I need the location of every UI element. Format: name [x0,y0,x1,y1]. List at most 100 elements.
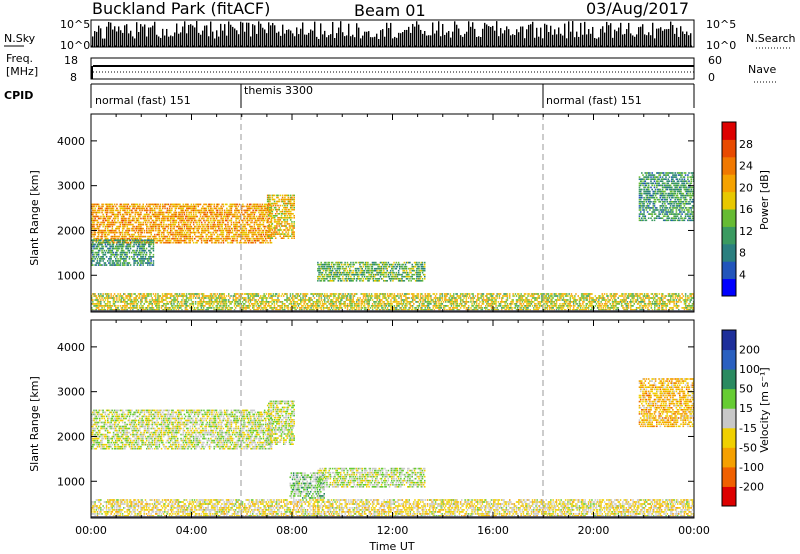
echo-cell [269,194,271,197]
echo-cell [141,309,143,311]
echo-cell [167,209,170,212]
echo-cell [255,295,257,297]
sky-bar [290,30,292,47]
echo-cell [101,258,103,260]
sky-bar [396,37,398,47]
echo-cell [283,213,285,215]
echo-cell [113,203,116,206]
echo-cell [139,207,141,210]
echo-cell [395,273,398,276]
echo-cell [244,215,246,218]
echo-cell [227,211,229,214]
echo-cell [116,243,118,246]
echo-cell [202,207,204,210]
echo-cell [150,295,152,297]
echo-cell [193,295,196,297]
echo-cell [268,237,270,239]
echo-cell [327,280,329,282]
echo-cell [280,305,283,307]
echo-cell [291,196,293,199]
echo-cell [378,263,380,266]
echo-cell [378,278,380,280]
echo-cell [137,253,140,256]
echo-cell [192,215,195,218]
echo-cell [129,247,132,250]
echo-cell [421,271,424,274]
echo-cell [186,209,188,212]
sky-bar [468,21,470,47]
echo-cell [136,217,139,220]
echo-cell [121,207,124,210]
echo-cell [113,297,116,299]
echo-cell [277,233,279,235]
echo-cell [176,231,179,234]
echo-cell [301,299,303,301]
sky-bar [300,28,302,47]
echo-cell [207,229,210,232]
echo-cell [92,241,94,244]
echo-cell [296,303,299,305]
echo-cell [345,275,348,278]
echo-cell [186,205,188,208]
echo-cell [143,245,145,248]
echo-cell [252,241,254,244]
echo-cell [260,217,262,220]
echo-cell [309,297,311,299]
echo-cell [149,205,151,208]
sky-bar [546,24,548,47]
echo-cell [205,309,207,311]
echo-cell [162,215,164,218]
echo-cell [219,227,221,230]
echo-cell [230,207,233,210]
echo-cell [323,267,326,270]
echo-cell [383,275,385,278]
echo-cell [189,207,191,210]
echo-cell [376,267,378,270]
echo-cell [200,293,203,295]
echo-cell [96,225,99,228]
echo-cell [112,245,115,248]
echo-cell [397,263,400,266]
echo-cell [125,247,127,250]
echo-cell [169,309,172,311]
echo-cell [179,225,181,228]
echo-cell [289,213,292,215]
echo-cell [142,235,144,238]
echo-cell [137,231,140,234]
sky-bar [564,23,566,47]
echo-cell [112,303,115,305]
echo-cell [297,295,300,297]
echo-cell [277,301,279,303]
echo-cell [113,305,116,307]
echo-cell [241,205,243,208]
echo-cell [176,241,179,244]
sky-bar [372,37,374,47]
echo-cell [95,227,98,230]
echo-cell [272,309,275,311]
echo-cell [327,261,329,264]
echo-cell [126,227,128,230]
echo-cell [128,223,131,226]
echo-cell [258,215,260,218]
echo-cell [269,200,271,203]
echo-cell [303,295,305,297]
echo-cell [218,241,220,244]
echo-cell [154,209,156,212]
echo-cell [129,205,132,208]
echo-cell [225,307,228,309]
echo-cell [128,293,131,295]
echo-cell [286,202,289,205]
echo-cell [127,203,130,206]
echo-cell [291,198,293,201]
echo-cell [131,256,133,258]
sky-bar [264,29,266,47]
echo-cell [273,305,276,307]
echo-cell [403,269,406,272]
echo-cell [266,233,268,236]
echo-cell [421,263,424,266]
echo-cell [270,221,272,223]
echo-cell [190,227,193,230]
echo-cell [108,221,110,224]
echo-cell [230,235,233,238]
echo-cell [263,293,265,295]
